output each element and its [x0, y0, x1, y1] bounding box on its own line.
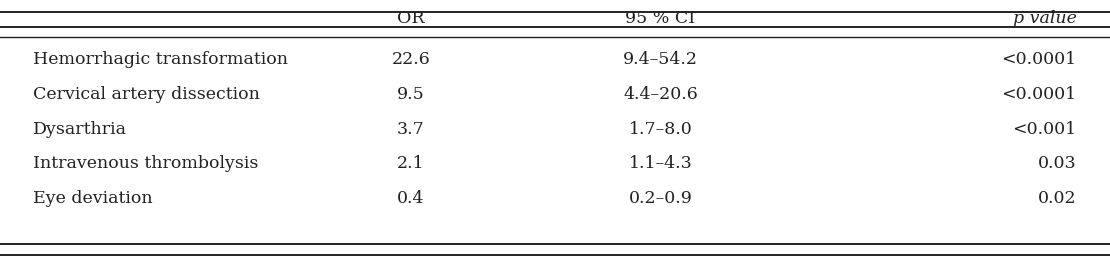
Text: <0.0001: <0.0001	[1001, 86, 1077, 103]
Text: 0.03: 0.03	[1038, 155, 1077, 172]
Text: p value: p value	[1012, 10, 1077, 27]
Text: 9.5: 9.5	[397, 86, 424, 103]
Text: Hemorrhagic transformation: Hemorrhagic transformation	[33, 51, 289, 68]
Text: Intravenous thrombolysis: Intravenous thrombolysis	[33, 155, 259, 172]
Text: 1.7–8.0: 1.7–8.0	[628, 120, 693, 138]
Text: 9.4–54.2: 9.4–54.2	[623, 51, 698, 68]
Text: <0.001: <0.001	[1012, 120, 1077, 138]
Text: 4.4–20.6: 4.4–20.6	[623, 86, 698, 103]
Text: 0.02: 0.02	[1038, 190, 1077, 207]
Text: 3.7: 3.7	[397, 120, 424, 138]
Text: 22.6: 22.6	[392, 51, 430, 68]
Text: Cervical artery dissection: Cervical artery dissection	[33, 86, 260, 103]
Text: 0.2–0.9: 0.2–0.9	[628, 190, 693, 207]
Text: 95 % CI: 95 % CI	[625, 10, 696, 27]
Text: Eye deviation: Eye deviation	[33, 190, 153, 207]
Text: <0.0001: <0.0001	[1001, 51, 1077, 68]
Text: OR: OR	[397, 10, 424, 27]
Text: 0.4: 0.4	[397, 190, 424, 207]
Text: 2.1: 2.1	[397, 155, 424, 172]
Text: 1.1–4.3: 1.1–4.3	[628, 155, 693, 172]
Text: Dysarthria: Dysarthria	[33, 120, 128, 138]
